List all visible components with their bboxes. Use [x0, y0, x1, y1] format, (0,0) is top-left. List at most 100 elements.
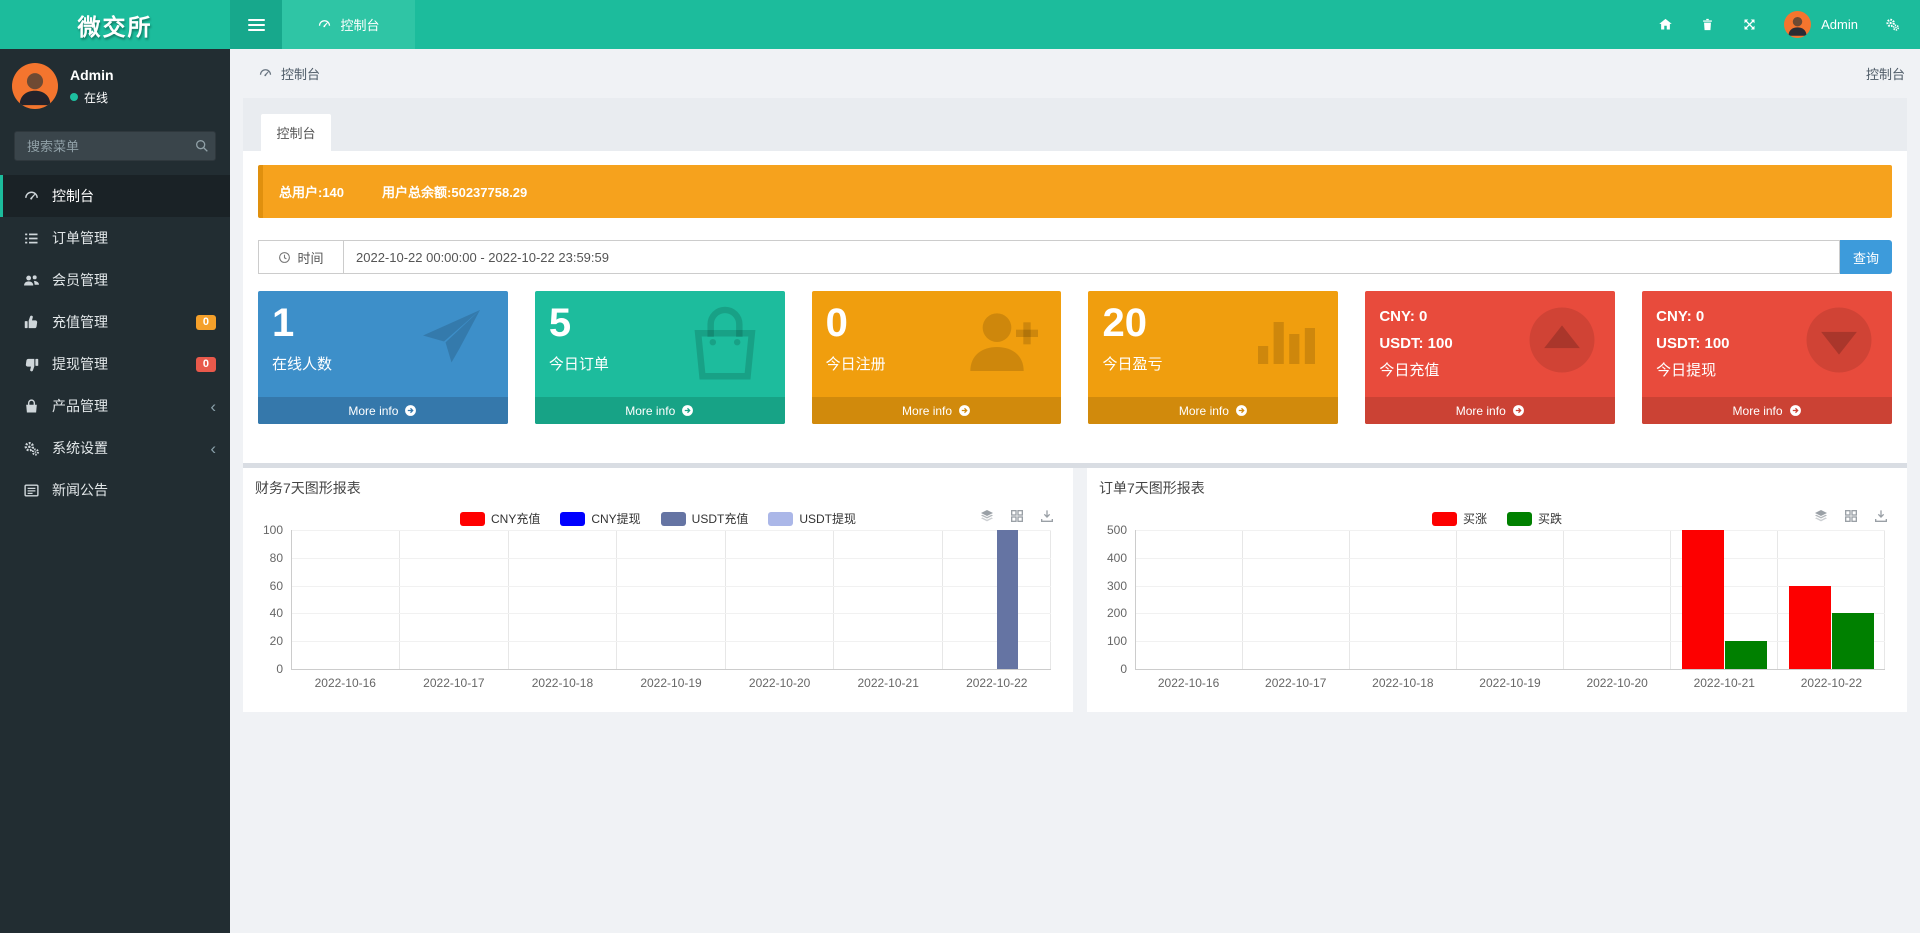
trash-icon[interactable] [1700, 17, 1715, 32]
more-info-link[interactable]: More info [258, 397, 508, 424]
more-info-link[interactable]: More info [534, 397, 785, 424]
tab-dashboard[interactable]: 控制台 [261, 114, 331, 151]
info-box-today-orders: 5 今日订单 More info [534, 291, 785, 424]
paper-plane-icon [422, 310, 480, 363]
sidebar-user-name: Admin [70, 66, 114, 83]
sidebar-item-deposits[interactable]: 充值管理 0 [0, 301, 230, 343]
stack-icon[interactable] [1813, 508, 1829, 524]
home-icon[interactable] [1658, 17, 1673, 32]
legend-item[interactable]: 买涨 [1431, 510, 1487, 527]
y-tick-label: 500 [1106, 523, 1127, 537]
legend-item[interactable]: 买跌 [1507, 510, 1562, 527]
today-pnl-label: 今日盈亏 [1102, 356, 1163, 373]
more-info-link[interactable]: More info [1642, 397, 1892, 424]
online-users-value: 1 [272, 301, 295, 345]
today-pnl-value: 20 [1102, 301, 1147, 345]
gridline [1242, 530, 1243, 669]
chevron-left-icon: ‹ [210, 396, 216, 416]
legend-item[interactable]: USDT提现 [768, 510, 856, 527]
cny-value: CNY: 0 [1379, 308, 1428, 325]
today-registrations-value: 0 [825, 301, 848, 345]
time-filter-addon: 时间 [258, 240, 343, 274]
x-tick-label: 2022-10-18 [531, 676, 594, 690]
y-axis-labels: 0 20 40 60 80 100 [243, 523, 283, 676]
info-box-today-registrations: 0 今日注册 More info [811, 291, 1062, 424]
x-tick-label: 2022-10-18 [1372, 676, 1434, 690]
arrow-circle-right-icon [682, 405, 694, 416]
sidebar-item-products[interactable]: 产品管理 ‹ [0, 385, 230, 427]
legend-label: CNY充值 [490, 512, 541, 526]
more-info-link[interactable]: More info [1365, 397, 1616, 424]
admin-name-label: Admin [1821, 17, 1858, 32]
more-info-label: More info [348, 403, 399, 418]
usdt-value: USDT: 100 [1656, 335, 1730, 352]
breadcrumb-right-label: 控制台 [1865, 67, 1905, 82]
chart-legend: 买涨 买跌 [1087, 510, 1907, 527]
legend-item[interactable]: CNY充值 [459, 510, 541, 527]
list-icon [25, 233, 38, 243]
gridline [1136, 613, 1885, 615]
arrow-circle-right-icon [959, 405, 970, 416]
sidebar-item-dashboard[interactable]: 控制台 [0, 175, 230, 217]
user-menu[interactable]: Admin [1784, 11, 1858, 38]
online-dot-icon [70, 93, 78, 101]
gridline [1136, 557, 1885, 559]
sidebar-item-settings[interactable]: 系统设置 ‹ [0, 427, 230, 469]
sidebar-toggle-button[interactable] [230, 0, 282, 49]
topbar: 微交所 控制台 Admin [0, 0, 1920, 49]
download-icon[interactable] [1873, 508, 1889, 524]
gridline [292, 557, 1051, 559]
app-logo[interactable]: 微交所 [77, 13, 153, 40]
news-icon [24, 483, 39, 497]
gridline [1349, 530, 1350, 669]
tiled-icon[interactable] [1843, 508, 1859, 524]
more-info-link[interactable]: More info [1088, 397, 1339, 424]
topnav-tab-dashboard[interactable]: 控制台 [282, 0, 415, 49]
sidebar-item-members[interactable]: 会员管理 [0, 259, 230, 301]
expand-icon[interactable] [1742, 17, 1757, 32]
search-input[interactable] [14, 131, 216, 161]
y-tick-label: 100 [1106, 634, 1127, 649]
legend-item[interactable]: USDT充值 [660, 510, 749, 527]
stack-icon[interactable] [979, 508, 995, 524]
sidebar-item-orders[interactable]: 订单管理 [0, 217, 230, 259]
breadcrumb-label[interactable]: 控制台 [281, 67, 321, 82]
legend-label: 买跌 [1538, 512, 1563, 526]
tiled-icon[interactable] [1009, 508, 1025, 524]
query-button[interactable]: 查询 [1840, 240, 1892, 274]
arrow-circle-right-icon [1789, 405, 1801, 416]
more-info-label: More info [1178, 403, 1229, 418]
sidebar-item-label: 订单管理 [52, 230, 108, 246]
avatar [1784, 11, 1812, 38]
download-icon[interactable] [1039, 508, 1055, 524]
search-icon[interactable] [194, 138, 210, 154]
avatar [12, 63, 58, 109]
sidebar-item-label: 控制台 [52, 188, 94, 204]
chart-plot [1135, 530, 1885, 670]
gridline [1670, 530, 1671, 669]
x-tick-label: 2022-10-21 [857, 676, 919, 690]
sidebar-item-label: 新闻公告 [52, 482, 108, 498]
withdrawal-count-badge: 0 [195, 356, 216, 372]
chart-bar-买涨 [1681, 530, 1725, 669]
x-tick-label: 2022-10-16 [1157, 676, 1220, 690]
chart-plot [291, 530, 1051, 670]
cogs-icon[interactable] [1885, 17, 1900, 32]
sidebar-item-withdrawals[interactable]: 提现管理 0 [0, 343, 230, 385]
gridline [724, 530, 726, 669]
date-range-input[interactable] [343, 240, 1840, 274]
topnav-tab-label: 控制台 [340, 18, 380, 33]
gridline [1884, 530, 1885, 669]
legend-label: USDT充值 [691, 512, 749, 526]
legend-item[interactable]: CNY提现 [560, 510, 641, 527]
legend-swatch [459, 511, 485, 526]
legend-swatch [768, 511, 794, 526]
gridline [292, 641, 1051, 643]
y-tick-label: 0 [276, 662, 283, 676]
online-status-label: 在线 [84, 90, 109, 105]
gridline [616, 530, 618, 669]
x-tick-label: 2022-10-19 [640, 676, 702, 690]
more-info-link[interactable]: More info [811, 397, 1062, 424]
sidebar-user-status: 在线 [70, 89, 114, 106]
sidebar-item-news[interactable]: 新闻公告 [0, 469, 230, 511]
